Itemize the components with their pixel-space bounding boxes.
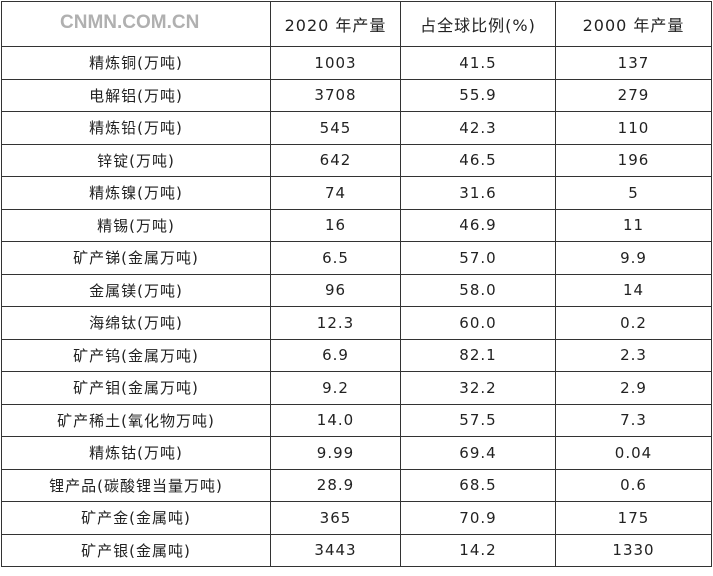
table-cell: 279 (555, 78, 712, 112)
table-cell: 2.3 (555, 338, 712, 372)
table-cell: 74 (270, 176, 401, 210)
table-cell: 68.5 (400, 468, 556, 502)
production-table: 2020 年产量 占全球比例(%) 2000 年产量 精炼铜(万吨) 1003 41… (1, 1, 712, 567)
table-cell: 31.6 (400, 176, 556, 210)
table-cell: 55.9 (400, 78, 556, 112)
table-row: 锂产品(碳酸锂当量万吨) 28.9 68.5 0.6 (1, 468, 712, 502)
table-cell: 矿产银(金属吨) (1, 533, 271, 567)
table-cell: 0.04 (555, 436, 712, 470)
table-cell: 9.2 (270, 371, 401, 405)
table-cell: 14.0 (270, 403, 401, 437)
table-cell: 82.1 (400, 338, 556, 372)
table-cell: 0.2 (555, 306, 712, 340)
header-cell: 占全球比例(%) (400, 1, 556, 47)
table-row: 金属镁(万吨) 96 58.0 14 (1, 273, 712, 307)
table-cell: 110 (555, 111, 712, 145)
table-row: 电解铝(万吨) 3708 55.9 279 (1, 78, 712, 112)
table-cell: 矿产钨(金属万吨) (1, 338, 271, 372)
table-cell: 3708 (270, 78, 401, 112)
table-cell: 7.3 (555, 403, 712, 437)
table-cell: 9.99 (270, 436, 401, 470)
table-cell: 5 (555, 176, 712, 210)
table-cell: 电解铝(万吨) (1, 78, 271, 112)
table-cell: 9.9 (555, 241, 712, 275)
table-row: 矿产金(金属吨) 365 70.9 175 (1, 501, 712, 535)
table-cell: 32.2 (400, 371, 556, 405)
table-row: 矿产钨(金属万吨) 6.9 82.1 2.3 (1, 338, 712, 372)
watermark: CNMN.COM.CN (60, 12, 200, 33)
table-cell: 41.5 (400, 46, 556, 80)
table-row: 精炼镍(万吨) 74 31.6 5 (1, 176, 712, 210)
table-cell: 46.5 (400, 143, 556, 177)
table-cell: 42.3 (400, 111, 556, 145)
table-cell: 精炼钴(万吨) (1, 436, 271, 470)
table-cell: 矿产钼(金属万吨) (1, 371, 271, 405)
table-row: 矿产钼(金属万吨) 9.2 32.2 2.9 (1, 371, 712, 405)
table-cell: 14.2 (400, 533, 556, 567)
table-cell: 58.0 (400, 273, 556, 307)
table-cell: 175 (555, 501, 712, 535)
table-cell: 1003 (270, 46, 401, 80)
table-cell: 3443 (270, 533, 401, 567)
table-cell: 精炼镍(万吨) (1, 176, 271, 210)
table-cell: 69.4 (400, 436, 556, 470)
table-row: 锌锭(万吨) 642 46.5 196 (1, 143, 712, 177)
table-cell: 70.9 (400, 501, 556, 535)
table-cell: 57.5 (400, 403, 556, 437)
table-cell: 精炼铜(万吨) (1, 46, 271, 80)
table-cell: 矿产锑(金属万吨) (1, 241, 271, 275)
table-cell: 金属镁(万吨) (1, 273, 271, 307)
table-cell: 28.9 (270, 468, 401, 502)
table-cell: 545 (270, 111, 401, 145)
header-cell: 2000 年产量 (555, 1, 712, 47)
table-row: 矿产锑(金属万吨) 6.5 57.0 9.9 (1, 241, 712, 275)
table-row: 精炼铅(万吨) 545 42.3 110 (1, 111, 712, 145)
table-cell: 0.6 (555, 468, 712, 502)
table-cell: 锌锭(万吨) (1, 143, 271, 177)
table-cell: 海绵钛(万吨) (1, 306, 271, 340)
table-cell: 137 (555, 46, 712, 80)
table-row: 矿产银(金属吨) 3443 14.2 1330 (1, 533, 712, 567)
table-cell: 锂产品(碳酸锂当量万吨) (1, 468, 271, 502)
table-cell: 57.0 (400, 241, 556, 275)
table-cell: 2.9 (555, 371, 712, 405)
table-cell: 46.9 (400, 208, 556, 242)
table-cell: 1330 (555, 533, 712, 567)
header-cell (1, 1, 271, 47)
table-row: 精锡(万吨) 16 46.9 11 (1, 208, 712, 242)
table-row: 海绵钛(万吨) 12.3 60.0 0.2 (1, 306, 712, 340)
table-cell: 60.0 (400, 306, 556, 340)
table-cell: 6.9 (270, 338, 401, 372)
table-cell: 矿产金(金属吨) (1, 501, 271, 535)
table-cell: 642 (270, 143, 401, 177)
table-cell: 196 (555, 143, 712, 177)
table-cell: 14 (555, 273, 712, 307)
header-row: 2020 年产量 占全球比例(%) 2000 年产量 (1, 1, 712, 47)
table-row: 矿产稀土(氧化物万吨) 14.0 57.5 7.3 (1, 403, 712, 437)
table-cell: 6.5 (270, 241, 401, 275)
table-cell: 96 (270, 273, 401, 307)
table-cell: 矿产稀土(氧化物万吨) (1, 403, 271, 437)
table-cell: 精炼铅(万吨) (1, 111, 271, 145)
table-row: 精炼钴(万吨) 9.99 69.4 0.04 (1, 436, 712, 470)
table-cell: 11 (555, 208, 712, 242)
table-row: 精炼铜(万吨) 1003 41.5 137 (1, 46, 712, 80)
table-cell: 12.3 (270, 306, 401, 340)
table-cell: 16 (270, 208, 401, 242)
table-cell: 365 (270, 501, 401, 535)
table-cell: 精锡(万吨) (1, 208, 271, 242)
header-cell: 2020 年产量 (270, 1, 401, 47)
